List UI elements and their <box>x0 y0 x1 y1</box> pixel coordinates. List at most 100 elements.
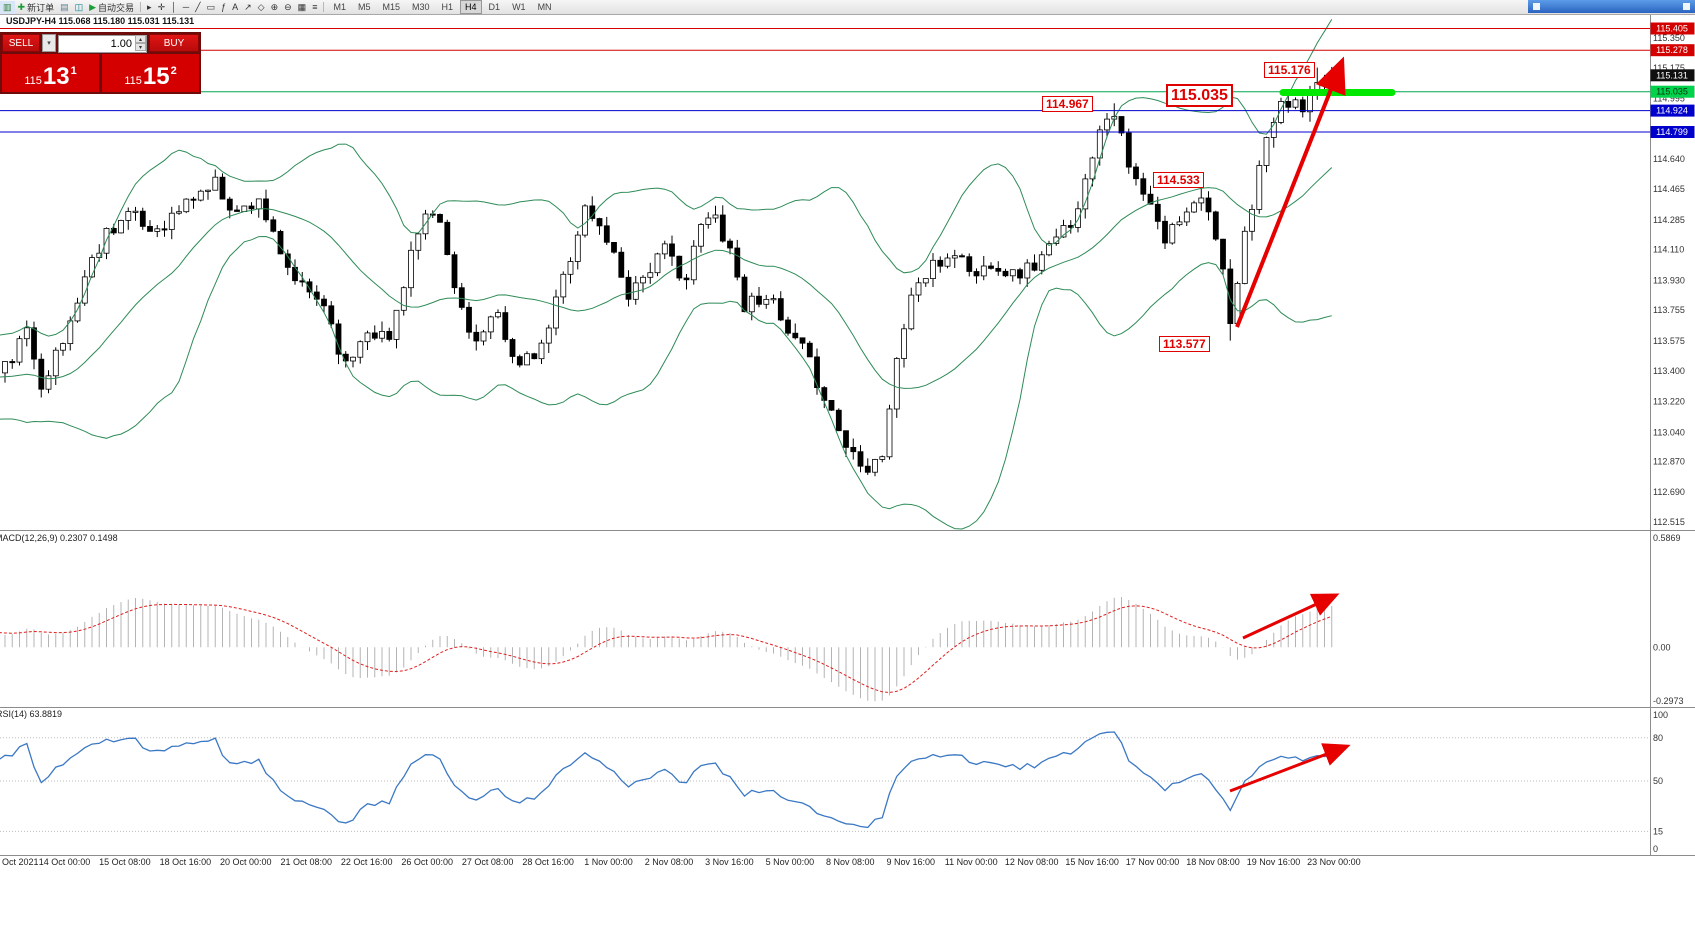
new-order-button[interactable]: ✚ 新订单 <box>15 1 58 14</box>
svg-text:22 Oct 16:00: 22 Oct 16:00 <box>341 857 393 867</box>
timeframe-h1-button[interactable]: H1 <box>441 2 454 12</box>
layouts-icon: ▤ <box>60 1 69 12</box>
timeframe-m1-button[interactable]: M1 <box>333 2 346 12</box>
svg-text:20 Oct 00:00: 20 Oct 00:00 <box>220 857 272 867</box>
text-tool-icon[interactable]: A <box>232 1 239 12</box>
window-glyph-left-icon[interactable] <box>1533 3 1540 10</box>
toolbar-timeframes-group: M1 M5 M15 M30 H1 H4 D1 W1 MN <box>327 0 557 14</box>
shapes-tool-icon[interactable]: ◇ <box>257 1 265 12</box>
timeframe-m30-button[interactable]: M30 <box>412 2 430 12</box>
svg-text:114.995: 114.995 <box>1653 94 1685 104</box>
volume-increase-button[interactable]: ▴ <box>135 35 146 43</box>
ask-price-box[interactable]: 115 15 2 <box>102 54 199 92</box>
svg-text:115.035: 115.035 <box>1656 87 1688 97</box>
svg-text:0.5869: 0.5869 <box>1653 533 1681 543</box>
bid-pip: 1 <box>70 65 77 77</box>
svg-text:19 Nov 16:00: 19 Nov 16:00 <box>1247 857 1301 867</box>
svg-text:23 Nov 00:00: 23 Nov 00:00 <box>1307 857 1361 867</box>
autotrading-button-label: 自动交易 <box>98 2 135 13</box>
ask-prefix: 115 <box>124 75 142 87</box>
macd-histogram <box>0 597 1333 702</box>
profiles-button[interactable]: ▤ <box>57 1 72 14</box>
horizontal-line-tool-icon[interactable]: ─ <box>182 1 190 12</box>
ask-pip: 2 <box>170 65 177 77</box>
arrow-tool-icon[interactable]: ↗ <box>244 1 252 12</box>
rectangle-tool-icon[interactable]: ▭ <box>206 1 216 12</box>
svg-text:15 Nov 16:00: 15 Nov 16:00 <box>1065 857 1119 867</box>
svg-text:114.465: 114.465 <box>1653 184 1685 194</box>
svg-text:1 Nov 00:00: 1 Nov 00:00 <box>584 857 633 867</box>
svg-text:27 Oct 08:00: 27 Oct 08:00 <box>462 857 514 867</box>
cursor-tool-icon[interactable]: ▸ <box>147 1 152 12</box>
svg-text:113.040: 113.040 <box>1653 427 1685 437</box>
svg-text:9 Nov 16:00: 9 Nov 16:00 <box>887 857 936 867</box>
svg-text:114.799: 114.799 <box>1656 127 1688 137</box>
svg-text:100: 100 <box>1653 710 1668 720</box>
svg-text:80: 80 <box>1653 733 1663 743</box>
svg-text:12 Nov 08:00: 12 Nov 08:00 <box>1005 857 1059 867</box>
svg-text:0: 0 <box>1653 844 1658 854</box>
timeframe-h4-button[interactable]: H4 <box>460 0 482 14</box>
buy-button[interactable]: BUY <box>149 34 199 52</box>
new-chart-button[interactable]: ▥ <box>0 0 15 14</box>
timeframe-mn-button[interactable]: MN <box>537 2 552 12</box>
price-annotation[interactable]: 114.967 <box>1042 96 1093 113</box>
window-glyph-right-icon[interactable] <box>1683 3 1690 10</box>
toolbar-separator <box>140 2 142 12</box>
rsi-indicator-label: RSI(14) 63.8819 <box>0 709 63 719</box>
zoom-in-icon[interactable]: ⊕ <box>270 1 279 12</box>
svg-text:114.640: 114.640 <box>1653 154 1685 164</box>
rsi-line <box>0 731 1332 829</box>
main-toolbar: ▥ ✚ 新订单 ▤ ◫ ▶ 自动交易 ▸ ✛ │ ─ ╱ ▭ ƒ A ↗ ◇ ⊕ ⊖ ▦ ≡ M1 M5 M15 M30 H1… <box>0 0 1695 15</box>
svg-text:50: 50 <box>1653 776 1663 786</box>
volume-dropdown[interactable]: ▾ <box>42 34 56 52</box>
price-axis: 115.350 115.175 114.995 114.640 114.465 114.2… <box>1650 22 1695 854</box>
macd-signal-line <box>0 603 1332 694</box>
date-axis: Oct 2021 14 Oct 00:00 15 Oct 08:00 18 Oct 1… <box>2 857 1361 867</box>
zoom-out-icon[interactable]: ⊖ <box>284 1 292 12</box>
price-annotation[interactable]: 115.035 <box>1166 84 1233 108</box>
new-order-button-label: 新订单 <box>27 2 55 13</box>
svg-text:113.755: 113.755 <box>1653 305 1685 315</box>
trend-arrows[interactable] <box>1229 56 1351 793</box>
price-annotation[interactable]: 115.176 <box>1264 62 1315 79</box>
price-annotation[interactable]: 114.533 <box>1153 172 1204 189</box>
svg-text:112.690: 112.690 <box>1653 487 1685 497</box>
svg-text:Oct 2021: Oct 2021 <box>2 857 39 867</box>
candles[interactable] <box>2 66 1335 477</box>
sell-button[interactable]: SELL <box>2 34 40 52</box>
toolbar-separator <box>323 2 325 12</box>
tile-windows-icon[interactable]: ▦ <box>297 1 307 12</box>
svg-text:15 Oct 08:00: 15 Oct 08:00 <box>99 857 151 867</box>
window-list-icon[interactable]: ≡ <box>312 1 318 12</box>
price-annotation[interactable]: 113.577 <box>1159 336 1210 353</box>
timeframe-m15-button[interactable]: M15 <box>382 2 400 12</box>
vertical-line-tool-icon[interactable]: │ <box>171 1 177 12</box>
svg-text:112.870: 112.870 <box>1653 456 1685 466</box>
bid-prefix: 115 <box>24 75 42 87</box>
crosshair-tool-icon[interactable]: ✛ <box>157 1 166 12</box>
horizontal-lines[interactable] <box>0 28 1650 133</box>
rsi-panel <box>0 731 1650 832</box>
svg-text:113.575: 113.575 <box>1653 336 1685 346</box>
windows-icon: ◫ <box>74 1 84 12</box>
trendline-tool-icon[interactable]: ╱ <box>195 1 201 12</box>
volume-decrease-button[interactable]: ▾ <box>135 43 146 51</box>
svg-text:112.515: 112.515 <box>1653 517 1685 527</box>
window-titlebar-fragment <box>1528 0 1695 13</box>
bid-price-box[interactable]: 115 13 1 <box>2 54 99 92</box>
timeframe-d1-button[interactable]: D1 <box>488 2 501 12</box>
volume-input[interactable] <box>58 35 147 53</box>
svg-text:21 Oct 08:00: 21 Oct 08:00 <box>281 857 333 867</box>
timeframe-m5-button[interactable]: M5 <box>357 2 371 12</box>
bid-main: 13 <box>42 63 70 90</box>
ask-main: 15 <box>142 63 170 90</box>
chart-title: USDJPY-H4 115.068 115.180 115.031 115.13… <box>6 16 195 26</box>
timeframe-w1-button[interactable]: W1 <box>512 2 526 12</box>
autotrading-button[interactable]: ▶ 自动交易 <box>86 1 137 14</box>
windows-button[interactable]: ◫ <box>72 1 87 14</box>
fibonacci-tool-icon[interactable]: ƒ <box>221 1 227 12</box>
candlestick-chart-icon: ▥ <box>3 1 12 12</box>
svg-text:18 Oct 16:00: 18 Oct 16:00 <box>160 857 212 867</box>
